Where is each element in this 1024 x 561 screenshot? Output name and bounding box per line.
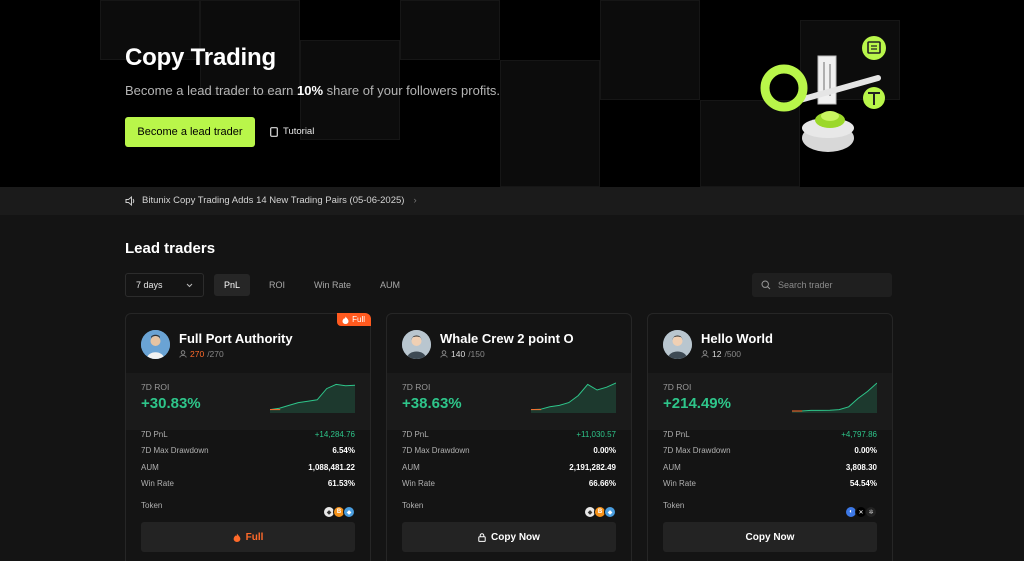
eth-icon: ◆ (604, 506, 616, 518)
hero-banner: Copy Trading Become a lead trader to ear… (0, 0, 1024, 187)
search-icon (761, 280, 771, 290)
eth-icon: ◆ (343, 506, 355, 518)
trader-name[interactable]: Full Port Authority (179, 330, 293, 346)
roi-panel: 7D ROI +30.83% (126, 373, 370, 430)
fire-icon (342, 316, 349, 324)
copy-trading-illustration (760, 36, 886, 152)
section-title: Lead traders (125, 240, 216, 257)
sparkline-area (270, 384, 355, 413)
search-box (752, 273, 892, 297)
full-badge: Full (337, 313, 371, 326)
trader-card[interactable]: Whale Crew 2 point O 140/150 7D ROI +38.… (386, 313, 632, 561)
token-list: ◆ B ◆ (323, 506, 355, 518)
roi-sparkline (270, 383, 355, 413)
user-icon (440, 349, 448, 358)
copy-now-button[interactable]: Copy Now (663, 522, 877, 552)
token-list: ◐ ✕ ✲ (845, 506, 877, 518)
chevron-down-icon (186, 283, 193, 287)
pnl-value: +4,797.86 (841, 429, 877, 439)
period-select-value: 7 days (136, 280, 163, 290)
sparkline-line (792, 382, 877, 412)
announcement-text: Bitunix Copy Trading Adds 14 New Trading… (142, 195, 405, 206)
sparkline-line (531, 382, 616, 411)
tutorial-link[interactable]: Tutorial (270, 126, 314, 137)
roi-sparkline (792, 382, 877, 413)
avatar[interactable] (402, 330, 431, 359)
tab-pnl[interactable]: PnL (214, 274, 251, 296)
hero-background-grid (100, 0, 900, 187)
aum-value: 2,191,282.49 (569, 462, 616, 472)
roi-value: +30.83% (141, 395, 201, 412)
chevron-right-icon: › (413, 195, 417, 206)
followers-count: 270/270 (179, 349, 293, 359)
search-input[interactable] (778, 280, 878, 290)
drawdown-value: 0.00% (593, 446, 616, 456)
x-icon: ✕ (855, 506, 867, 518)
drawdown-value: 0.00% (854, 446, 877, 456)
drawdown-value: 6.54% (332, 446, 355, 456)
trader-card[interactable]: Hello World 12/500 7D ROI +214.49% 7D Pn… (647, 313, 893, 561)
sparkline-area (792, 383, 877, 413)
roi-value: +214.49% (663, 395, 731, 412)
roi-panel: 7D ROI +214.49% (648, 373, 892, 430)
announcement-link[interactable]: Bitunix Copy Trading Adds 14 New Trading… (125, 195, 417, 206)
fire-icon (233, 533, 240, 542)
trader-name[interactable]: Whale Crew 2 point O (440, 330, 574, 346)
page-title: Copy Trading (125, 44, 276, 71)
aum-value: 3,808.30 (845, 462, 877, 472)
pnl-value: +11,030.57 (576, 429, 616, 439)
token-list: ◆ B ◆ (584, 506, 616, 518)
roi-panel: 7D ROI +38.63% (387, 373, 631, 430)
trader-card[interactable]: Full Full Port Authority 270/270 7D ROI … (125, 313, 371, 561)
avatar[interactable] (663, 330, 692, 359)
win-rate-value: 66.66% (588, 479, 616, 489)
token-icon: ✲ (865, 506, 877, 518)
sort-tabs: PnL ROI Win Rate AUM (214, 274, 419, 296)
followers-count: 140/150 (440, 349, 574, 359)
lock-icon (478, 532, 486, 542)
copy-now-button[interactable]: Copy Now (402, 522, 616, 552)
followers-count: 12/500 (701, 349, 773, 359)
roi-value: +38.63% (402, 395, 462, 412)
roi-sparkline (531, 382, 616, 413)
win-rate-value: 54.54% (849, 479, 877, 489)
document-icon (270, 126, 278, 137)
user-icon (179, 349, 187, 358)
user-icon (701, 349, 709, 358)
hero-subtitle: Become a lead trader to earn 10% share o… (125, 83, 501, 98)
avatar[interactable] (141, 330, 170, 359)
win-rate-value: 61.53% (327, 479, 355, 489)
become-lead-trader-button[interactable]: Become a lead trader (125, 117, 255, 147)
pnl-value: +14,284.76 (314, 429, 355, 439)
speaker-icon (125, 195, 135, 206)
tab-aum[interactable]: AUM (380, 280, 401, 290)
tab-roi[interactable]: ROI (269, 280, 286, 290)
full-button[interactable]: Full (141, 522, 355, 552)
sparkline-area (531, 383, 616, 413)
period-select[interactable]: 7 days (125, 273, 204, 297)
sparkline-line (270, 383, 355, 411)
tab-win-rate[interactable]: Win Rate (314, 280, 352, 290)
aum-value: 1,088,481.22 (308, 462, 355, 472)
announcement-bar: Bitunix Copy Trading Adds 14 New Trading… (0, 187, 1024, 215)
trader-name[interactable]: Hello World (701, 330, 773, 346)
